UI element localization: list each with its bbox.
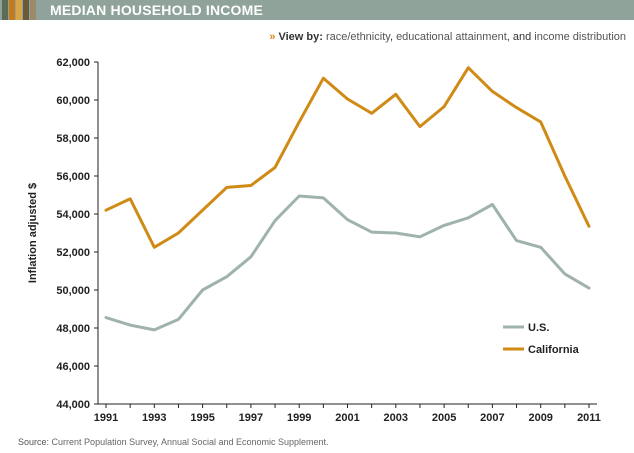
header-swatch xyxy=(2,0,8,20)
double-chevron-right-icon: » xyxy=(269,31,276,43)
y-tick-label: 58,000 xyxy=(56,133,90,145)
y-tick-label: 62,000 xyxy=(56,57,90,69)
view-by-label: View by: xyxy=(278,31,323,43)
y-axis-label: Inflation adjusted $ xyxy=(27,183,39,283)
header-swatch xyxy=(9,0,15,20)
header-swatch xyxy=(23,0,29,20)
header-swatch xyxy=(30,0,36,20)
x-tick-label: 1995 xyxy=(190,412,214,424)
link-race-ethnicity[interactable]: race/ethnicity xyxy=(325,31,390,43)
x-tick-label: 2009 xyxy=(528,412,552,424)
x-tick-label: 2001 xyxy=(335,412,359,424)
view-by-separator: , xyxy=(389,31,397,43)
x-tick-label: 2007 xyxy=(480,412,504,424)
y-tick-label: 54,000 xyxy=(56,209,90,221)
y-tick-label: 56,000 xyxy=(56,171,90,183)
y-tick-label: 50,000 xyxy=(56,285,90,297)
y-tick-label: 48,000 xyxy=(56,323,90,335)
x-tick-label: 2005 xyxy=(432,412,456,424)
series-line-california xyxy=(104,66,591,249)
y-tick-label: 52,000 xyxy=(56,247,90,259)
y-tick-label: 60,000 xyxy=(56,95,90,107)
legend-label: U.S. xyxy=(528,322,549,334)
series-line-u-s xyxy=(104,194,591,332)
x-tick-label: 2003 xyxy=(384,412,408,424)
x-tick-label: 1991 xyxy=(94,412,118,424)
source-text: Current Population Survey, Annual Social… xyxy=(51,437,329,447)
x-tick-label: 1993 xyxy=(142,412,166,424)
header-bar: MEDIAN HOUSEHOLD INCOME xyxy=(0,0,634,20)
view-by-separator: , and xyxy=(506,31,535,43)
x-tick-label: 2011 xyxy=(577,412,601,424)
legend-label: California xyxy=(528,344,580,356)
y-tick-label: 44,000 xyxy=(56,399,90,411)
x-tick-label: 1997 xyxy=(239,412,263,424)
link-educational-attainment[interactable]: educational attainment xyxy=(396,31,507,43)
x-tick-label: 1999 xyxy=(287,412,311,424)
source-note: Source: Current Population Survey, Annua… xyxy=(18,437,329,447)
y-tick-label: 46,000 xyxy=(56,361,90,373)
link-income-distribution[interactable]: income distribution xyxy=(534,31,626,43)
header-swatch xyxy=(16,0,22,20)
page-title: MEDIAN HOUSEHOLD INCOME xyxy=(50,2,264,18)
source-label: Source: xyxy=(18,437,50,447)
view-by-bar: » View by: race/ethnicity, educational at… xyxy=(269,31,626,43)
